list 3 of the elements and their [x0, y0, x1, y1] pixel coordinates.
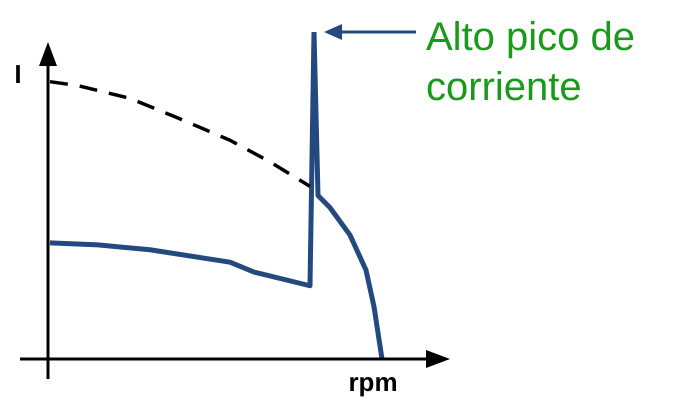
annotation: Alto pico de corriente — [426, 15, 636, 109]
x-axis-title: rpm — [348, 367, 398, 398]
y-axis-title: I — [14, 59, 22, 90]
